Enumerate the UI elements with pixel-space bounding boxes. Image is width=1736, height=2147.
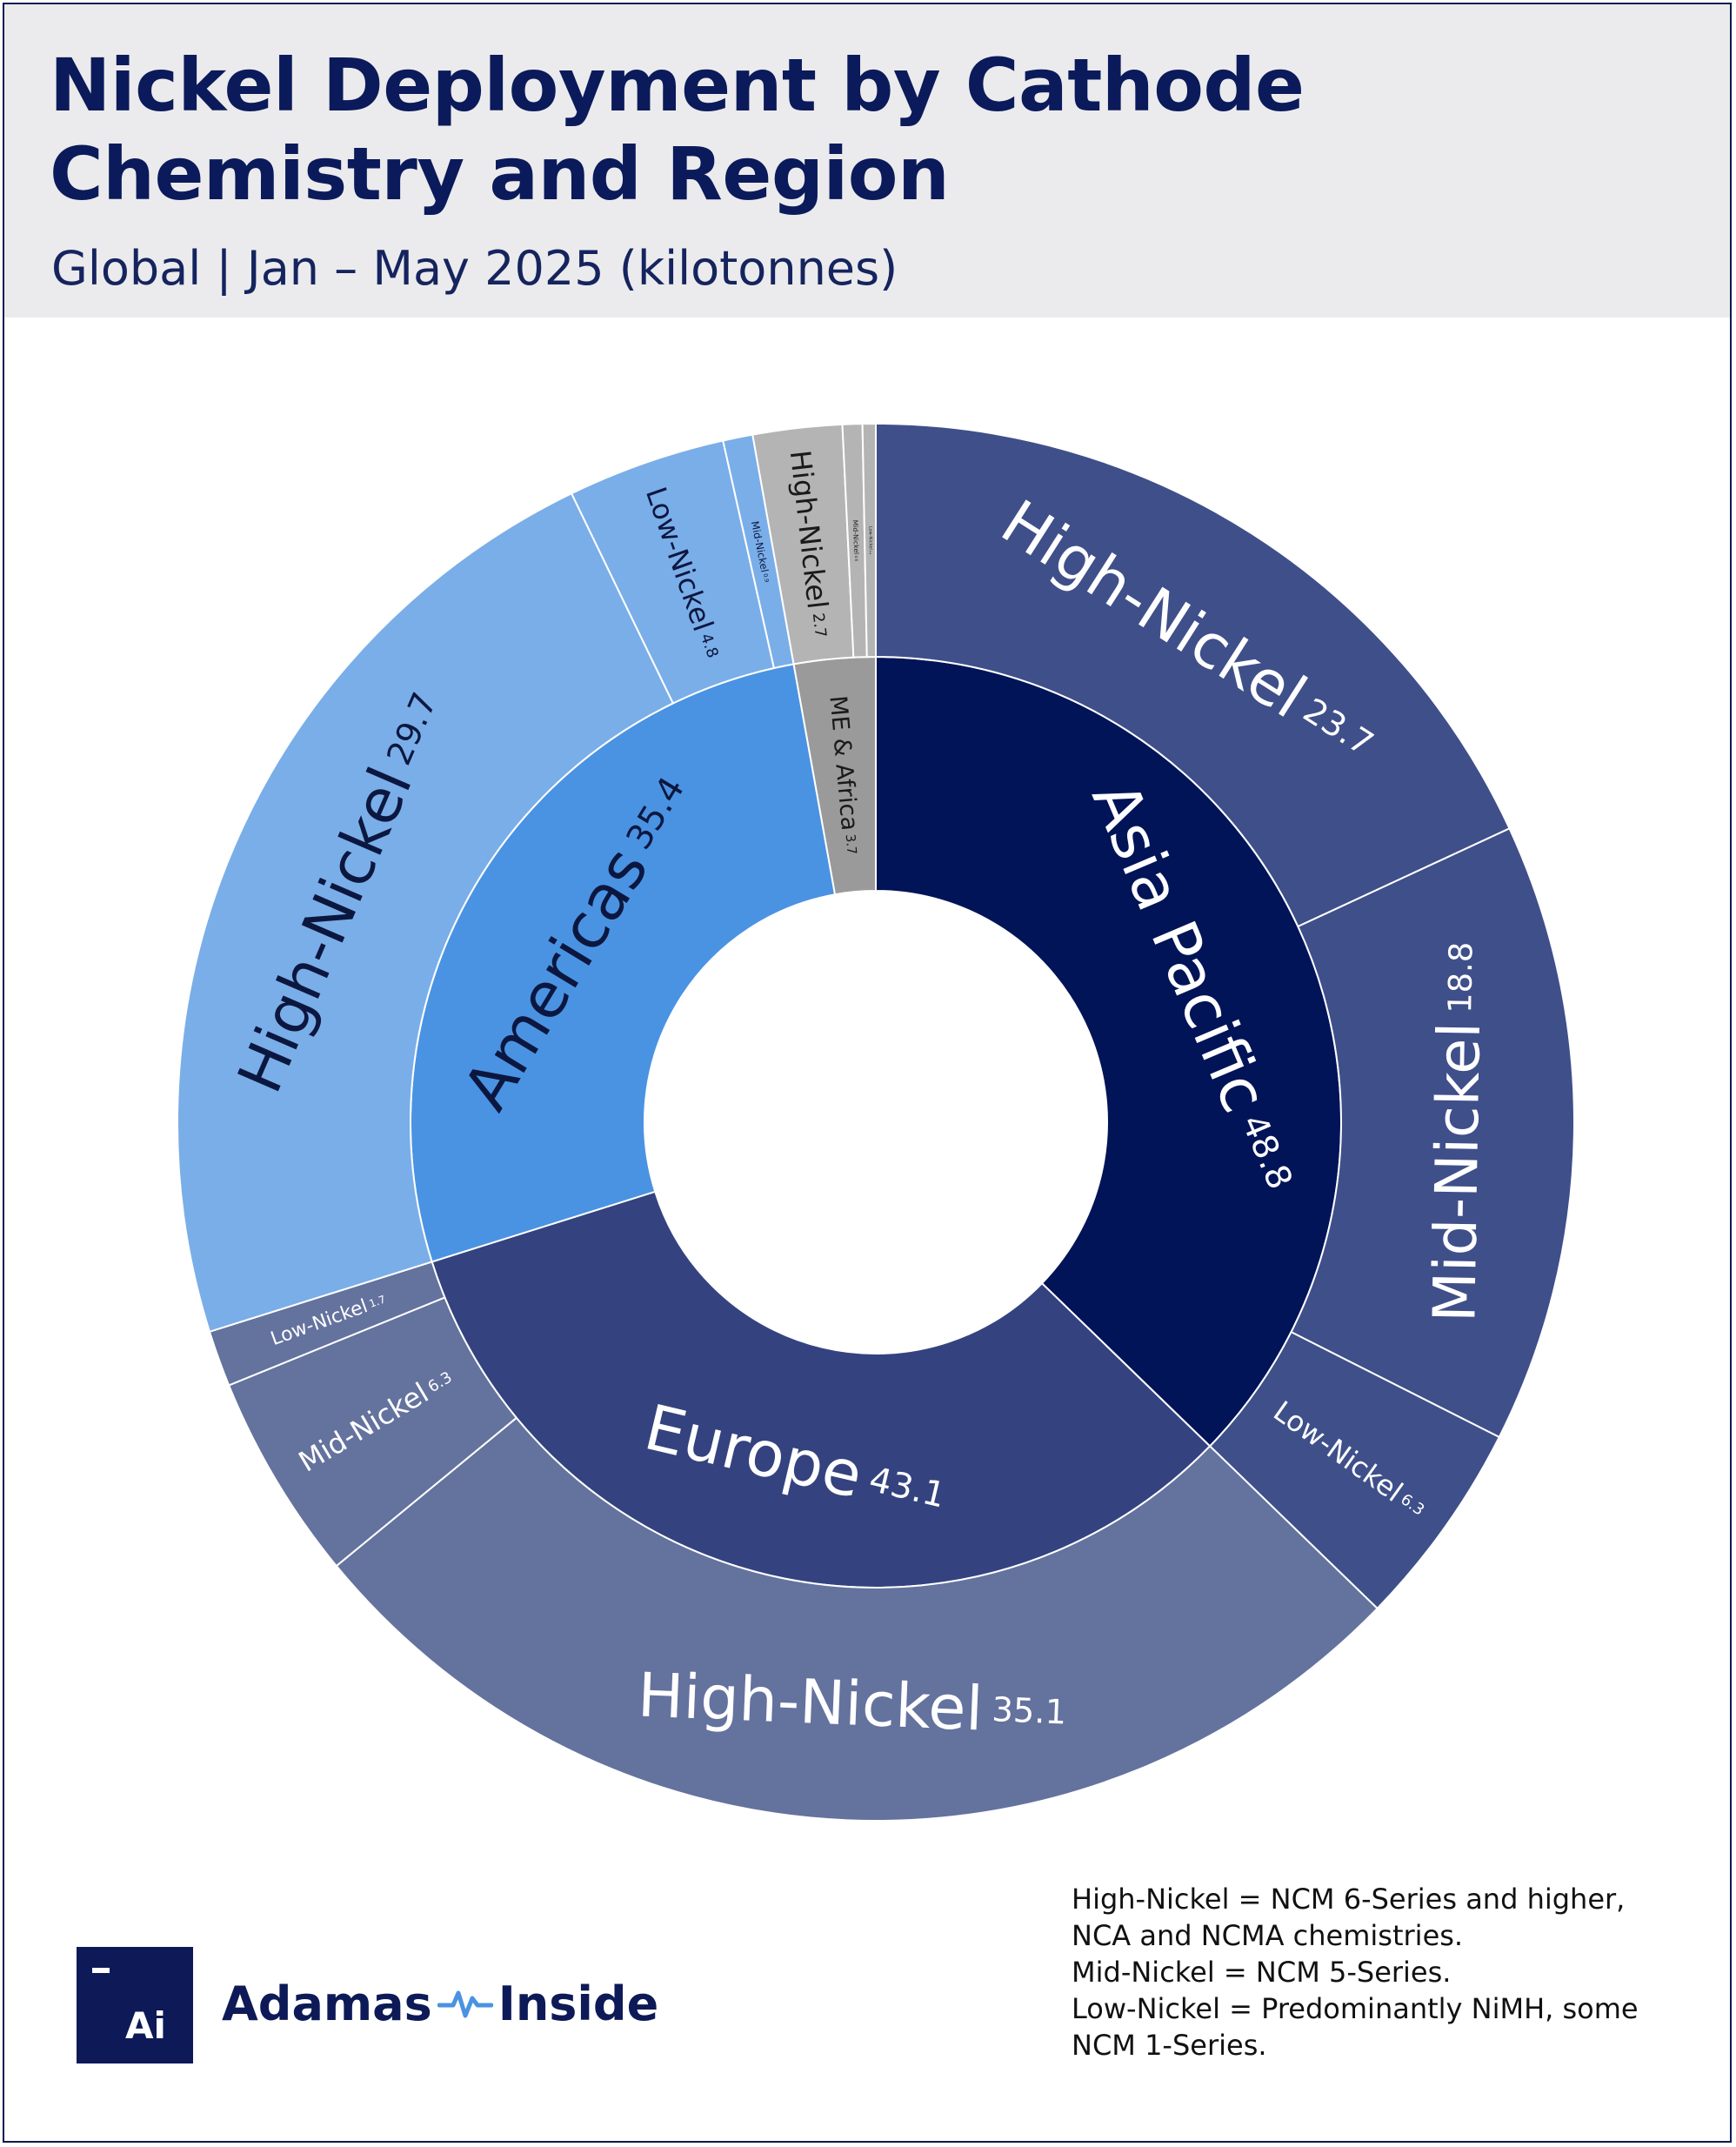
note-line: Low-Nickel = Predominantly NiMH, some	[1072, 1992, 1639, 2025]
brand-name: Adamas Inside	[222, 1973, 658, 2034]
chemistry-label-me-africa-low-nickel: Low-Nickel0.4	[867, 526, 872, 555]
note-line: Mid-Nickel = NCM 5-Series.	[1072, 1956, 1452, 1989]
chemistry-label-europe-high-nickel: High-Nickel 35.1	[637, 1659, 1068, 1748]
chemistry-label-me-africa-mid-nickel: Mid-Nickel0.6	[851, 520, 861, 562]
definitions-note: High-Nickel = NCM 6-Series and higher, N…	[1072, 1881, 1698, 2063]
note-line: NCM 1-Series.	[1072, 2029, 1267, 2062]
chemistry-slice-europe-high-nickel	[335, 1416, 1379, 1822]
chemistry-slice-asia-pacific-mid-nickel	[1290, 826, 1575, 1439]
pulse-icon	[437, 1990, 493, 2018]
header-band: Nickel Deployment by Cathode Chemistry a…	[4, 4, 1730, 318]
slice-value: 0.4	[869, 551, 872, 555]
brand-name-left: Adamas	[222, 1976, 432, 2031]
note-line: NCA and NCMA chemistries.	[1072, 1919, 1464, 1952]
chemistry-slice-americas-high-nickel	[177, 492, 675, 1334]
chemistry-slice-me-africa-low-nickel	[861, 422, 877, 659]
slice-name: Low-Nickel	[867, 526, 872, 550]
slice-value: 2.7	[809, 612, 830, 638]
slice-value: 18.8	[1441, 941, 1479, 1013]
brand-name-right: Inside	[497, 1976, 659, 2031]
slice-value: 1.7	[367, 1293, 387, 1310]
logo-text: Ai	[125, 2004, 166, 2047]
slice-name: Mid-Nickel	[851, 520, 860, 555]
page-subtitle: Global | Jan – May 2025 (kilotonnes)	[51, 241, 898, 296]
note-line: High-Nickel = NCM 6-Series and higher,	[1072, 1883, 1626, 1916]
chemistry-label-asia-pacific-mid-nickel: Mid-Nickel 18.8	[1420, 941, 1494, 1322]
slice-name: Mid-Nickel	[1420, 1021, 1493, 1322]
adamas-logo: Ai	[77, 1947, 193, 2063]
logo-dash	[92, 1968, 110, 1973]
slice-value: 0.9	[762, 573, 771, 584]
page-title: Nickel Deployment by Cathode Chemistry a…	[50, 43, 1305, 217]
slice-name: High-Nickel	[637, 1659, 985, 1744]
slice-value: 0.6	[855, 555, 859, 561]
slice-value: 3.7	[843, 833, 860, 855]
slice-value: 35.1	[992, 1690, 1067, 1732]
chemistry-slice-asia-pacific-high-nickel	[875, 422, 1511, 928]
